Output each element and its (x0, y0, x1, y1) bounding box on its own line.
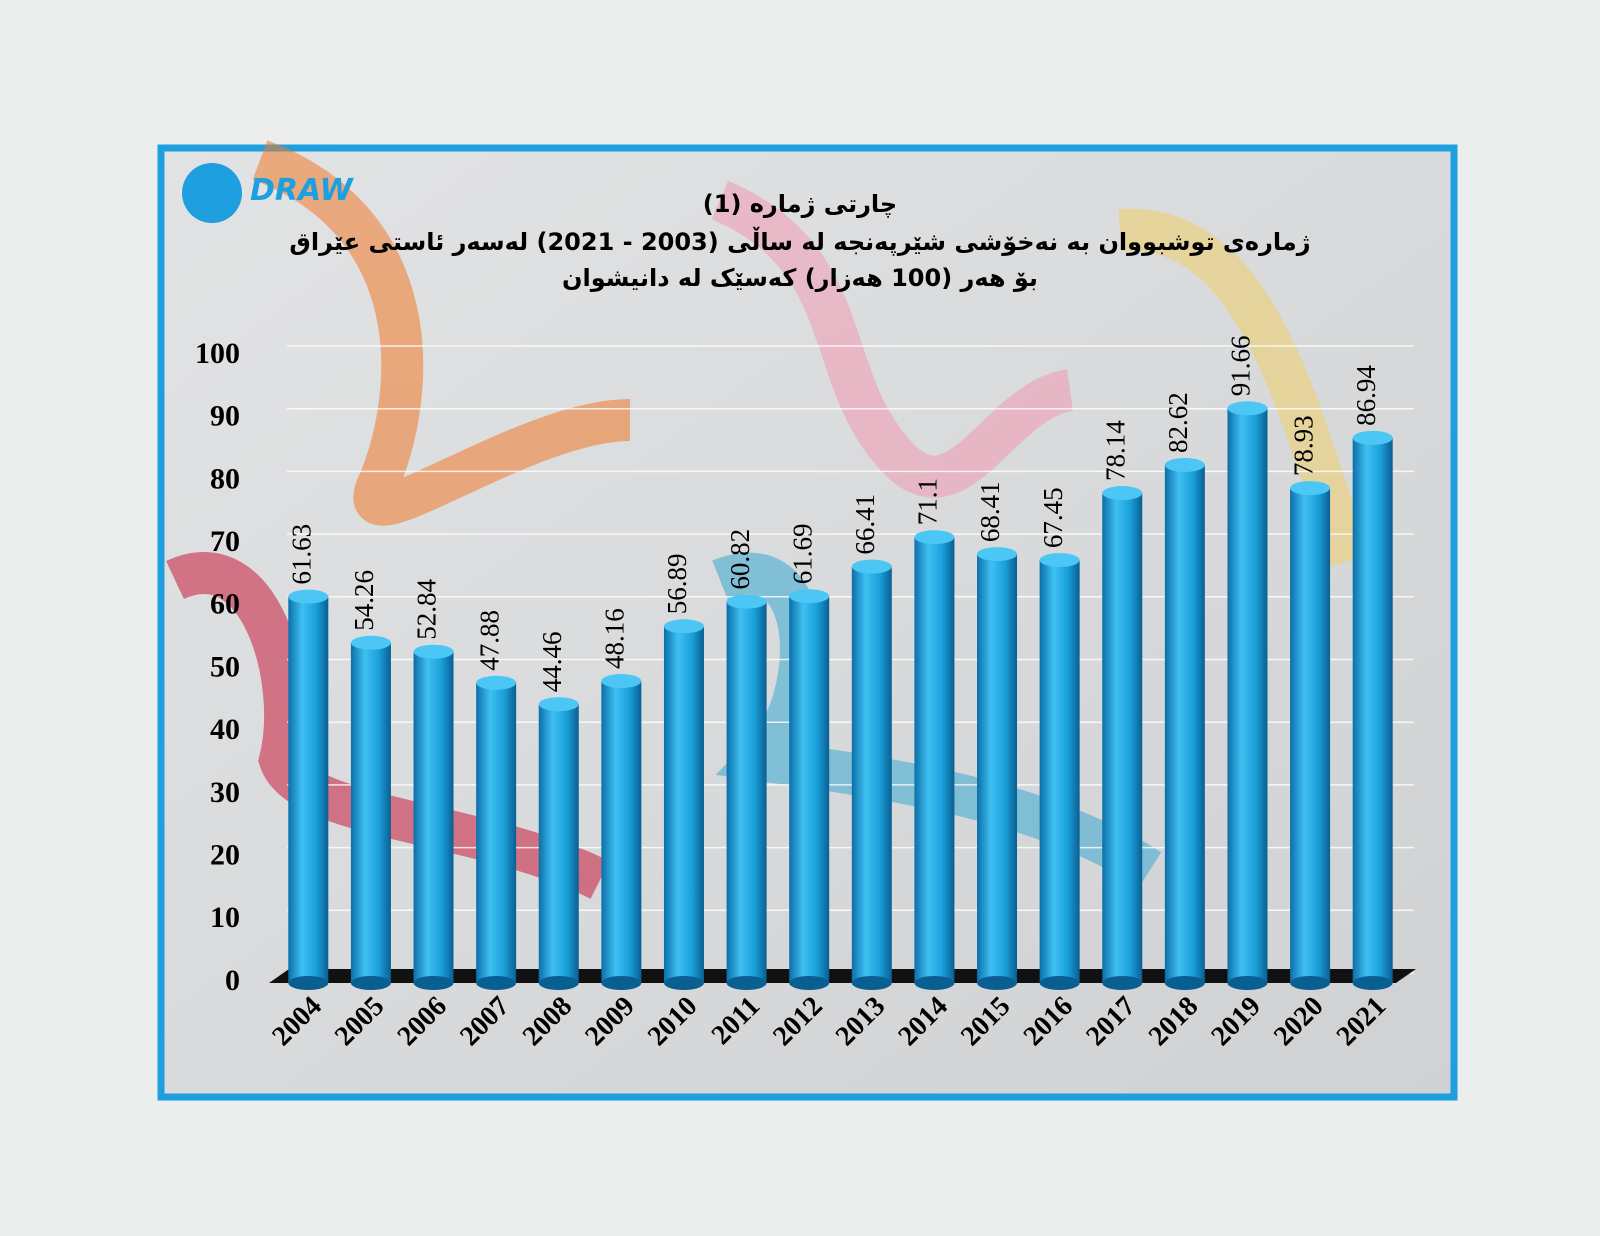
chart-title: چارتی ژمارە (1) (703, 190, 897, 218)
bar-base (1290, 976, 1331, 990)
bar-cap (977, 547, 1018, 562)
bar (1164, 464, 1205, 983)
logo: DRAW (250, 173, 355, 208)
bar-base (350, 976, 391, 990)
value-label: 66.41 (850, 494, 880, 555)
value-label: 78.14 (1100, 420, 1130, 481)
bar-base (789, 976, 830, 990)
bar-cap (476, 675, 517, 690)
y-tick-label: 90 (210, 400, 240, 433)
bar-cap (789, 589, 830, 604)
y-tick-label: 40 (210, 713, 240, 746)
bar (663, 626, 704, 983)
bar (1039, 560, 1080, 983)
bar (726, 601, 767, 983)
bar-base (476, 976, 517, 990)
value-label: 60.82 (725, 529, 755, 590)
value-label: 61.63 (287, 524, 317, 585)
y-tick-label: 20 (210, 838, 240, 871)
bar-cap (1352, 430, 1393, 445)
value-label: 91.66 (1226, 336, 1256, 397)
bar-cap (663, 619, 704, 634)
value-label: 71.1 (913, 478, 943, 525)
bar-cap (1039, 553, 1080, 568)
bar-cap (601, 674, 642, 689)
bar-base (1164, 976, 1205, 990)
logo-mark (182, 163, 242, 223)
y-tick-label: 30 (210, 776, 240, 809)
bar-cap (1290, 481, 1331, 496)
bar (476, 682, 517, 983)
chart-subtitle: بۆ هەر (100 هەزار) کەسێک لە دانیشوان (562, 264, 1038, 292)
bar (914, 537, 955, 983)
bar (350, 642, 391, 983)
bar-cap (851, 559, 892, 574)
bar-base (1039, 976, 1080, 990)
bar-cap (1102, 486, 1143, 501)
value-label: 86.94 (1351, 365, 1381, 426)
y-tick-label: 0 (225, 964, 240, 997)
bar-base (1102, 976, 1143, 990)
bar (1290, 488, 1331, 983)
y-tick-label: 100 (195, 337, 240, 370)
bar-base (1227, 976, 1268, 990)
bar (601, 681, 642, 983)
bar-cap (350, 635, 391, 650)
y-tick-label: 60 (210, 588, 240, 621)
y-tick-label: 80 (210, 462, 240, 495)
bar-base (663, 976, 704, 990)
value-label: 68.41 (975, 481, 1005, 542)
bar-cap (538, 697, 579, 712)
bar-cap (1227, 401, 1268, 416)
y-tick-label: 10 (210, 901, 240, 934)
bar-cap (413, 644, 454, 659)
bar-base (601, 976, 642, 990)
bar (1352, 437, 1393, 983)
bar (977, 554, 1018, 983)
bar-base (851, 976, 892, 990)
value-label: 78.93 (1288, 415, 1318, 476)
bar-base (914, 976, 955, 990)
value-label: 67.45 (1038, 487, 1068, 548)
value-label: 47.88 (474, 610, 504, 671)
bar (288, 596, 329, 983)
bar-base (413, 976, 454, 990)
bar (851, 566, 892, 983)
bar (1227, 408, 1268, 983)
bar-base (1352, 976, 1393, 990)
bar-base (726, 976, 767, 990)
bar-cap (726, 594, 767, 609)
bar-base (288, 976, 329, 990)
value-label: 61.69 (787, 523, 817, 584)
value-label: 52.84 (412, 578, 442, 639)
bar-base (538, 976, 579, 990)
bar-base (977, 976, 1018, 990)
value-label: 82.62 (1163, 392, 1193, 453)
value-label: 48.16 (600, 608, 630, 669)
value-label: 44.46 (537, 631, 567, 692)
y-tick-label: 50 (210, 650, 240, 683)
bar (538, 704, 579, 983)
value-label: 54.26 (349, 570, 379, 631)
chart-subtitle: ژمارەی توشبووان بە نەخۆشی شێرپەنجە لە سا… (289, 226, 1310, 256)
bar (1102, 493, 1143, 983)
bar-cap (1164, 457, 1205, 472)
bar-cap (288, 589, 329, 604)
bar-cap (914, 530, 955, 545)
bar (413, 651, 454, 983)
value-label: 56.89 (662, 554, 692, 615)
bar (789, 596, 830, 983)
y-tick-label: 70 (210, 525, 240, 558)
